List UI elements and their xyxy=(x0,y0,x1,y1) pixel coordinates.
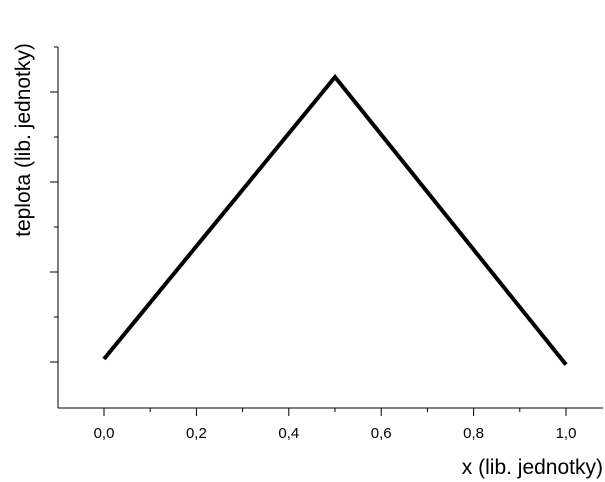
x-tick-label-5: 1,0 xyxy=(556,425,577,442)
x-tick-label-0: 0,0 xyxy=(94,425,115,442)
y-axis-label: teplota (lib. jednotky) xyxy=(12,43,35,237)
x-axis-label: x (lib. jednotky) xyxy=(462,456,603,479)
x-tick-label-4: 0,8 xyxy=(463,425,484,442)
x-tick-label-3: 0,6 xyxy=(371,425,392,442)
y-axis-ticks xyxy=(50,46,58,363)
x-tick-label-1: 0,2 xyxy=(186,425,207,442)
series-layer xyxy=(102,73,568,366)
x-axis-tick-labels: 0,0 0,2 0,4 0,6 0,8 1,0 xyxy=(94,425,577,442)
series-line-0 xyxy=(102,73,568,366)
x-axis-ticks xyxy=(103,408,567,416)
x-tick-label-2: 0,4 xyxy=(278,425,299,442)
